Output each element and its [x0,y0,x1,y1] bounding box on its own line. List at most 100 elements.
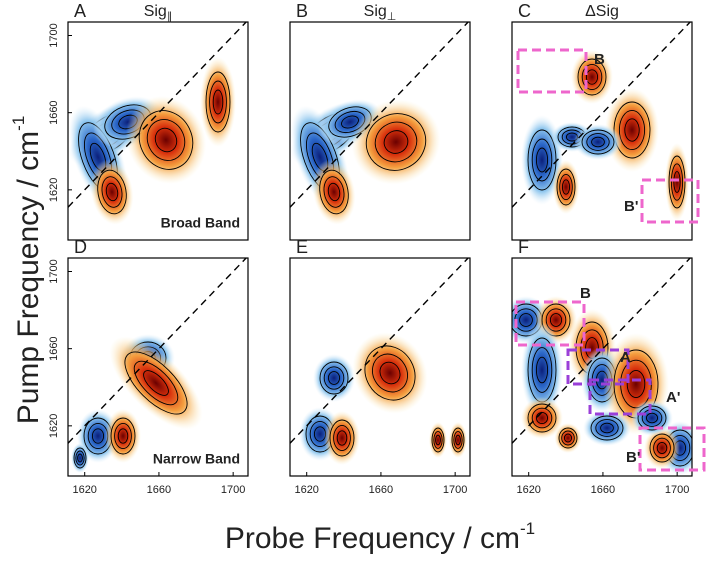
contour-line [531,347,553,393]
panel-title-text: Sig [364,3,387,20]
contour-line [374,121,418,163]
contour-fill [583,410,631,446]
panel-title: Sig∥ [144,3,173,23]
x-tick-label: 1700 [665,484,689,496]
contour-line [114,422,132,450]
contour-line [431,427,445,453]
contour-line [336,430,348,446]
contour-line [531,407,553,429]
contour-line [97,169,127,215]
contour-fill [571,50,613,104]
contour-line [212,89,224,115]
x-axis-title: Probe Frequency / cm-1 [225,519,535,554]
contour-line [591,136,605,148]
x-tick-label: 1700 [221,484,245,496]
contour-line [383,130,409,154]
contour-line [670,163,684,201]
contours [512,258,692,475]
contour-line [645,412,659,424]
x-tick-label: 1620 [294,484,318,496]
x-tick-label: 1620 [516,484,540,496]
panel-title-text: ΔSig [585,3,619,20]
x-tick-label: 1660 [591,484,615,496]
y-tick-label: 1660 [48,336,60,360]
highlight-box [514,300,586,347]
contour-line [561,179,571,195]
contour-line [527,129,557,191]
panel-letter: A [74,1,86,21]
highlight-label: B' [626,449,640,466]
plot-frame [67,257,249,477]
contour-line [138,110,194,170]
panel-letter: C [518,1,531,21]
contour-line [558,427,578,449]
panel-title: ΔSig [585,3,619,20]
contour-line [577,58,607,96]
contour-line [117,428,129,444]
contour-line [110,417,136,455]
diagonal [512,258,691,444]
contour-line [327,371,341,385]
contour-line [549,313,563,327]
contour-line [77,453,83,463]
highlight-box [638,426,706,472]
highlight-label: B' [624,198,638,215]
contour-line [379,361,401,385]
contour-fill [200,57,236,147]
y-tick-label: 1620 [48,414,60,438]
contour-line [527,403,557,433]
contour-line [535,147,549,173]
panel-letter: D [74,237,87,257]
x-tick-label: 1660 [147,484,171,496]
contour-line [143,370,169,396]
panel: C ΔSig B B' [511,1,700,241]
contour-line [545,308,567,332]
contour-line [91,428,105,444]
contour-line [600,422,614,434]
contour-line [581,63,603,91]
contour-line [668,155,686,209]
highlight-label: A [620,349,631,366]
contour-line [329,419,355,457]
panel-title: Sig⊥ [364,3,397,23]
contour-line [559,173,573,201]
contour-line [75,450,85,466]
panel: B Sig⊥ [289,1,471,241]
contour-line [124,351,188,415]
contour-line [435,434,441,446]
highlight-box [566,348,630,386]
contour-line [535,356,549,384]
highlight-label: A' [666,389,680,406]
contour-line [653,437,671,459]
annotation: Narrow Band [153,451,240,467]
contour-line [595,419,619,437]
panel-letter: F [518,237,529,257]
contour-line [372,353,408,393]
contour-fill [429,422,447,458]
contour-fill [554,423,582,453]
panel-title-sub: ∥ [167,11,173,23]
contour-line [154,127,178,153]
panel: A Sig∥ Broad Band 1620 1660 1700 [48,1,249,241]
contours [290,258,469,465]
plot-frame [511,21,693,241]
y-tick-label: 1620 [48,178,60,202]
contour-line [73,447,87,469]
contour-line [364,345,416,401]
diagonal [512,22,691,208]
contours [68,22,247,225]
highlight-box [588,378,652,416]
contour-line [105,182,119,202]
contour-fill [313,354,355,402]
y-tick-label: 1700 [48,259,60,283]
contour-fill [324,411,360,465]
x-axis-title-sup: -1 [520,519,535,538]
panel-title-text: Sig [144,3,167,20]
contour-line [209,80,227,124]
panel-title-sub: ⊥ [387,11,397,23]
highlight-box [516,48,588,94]
contour-line [323,176,345,208]
contour-fill [644,427,680,469]
contour-line [451,427,465,453]
